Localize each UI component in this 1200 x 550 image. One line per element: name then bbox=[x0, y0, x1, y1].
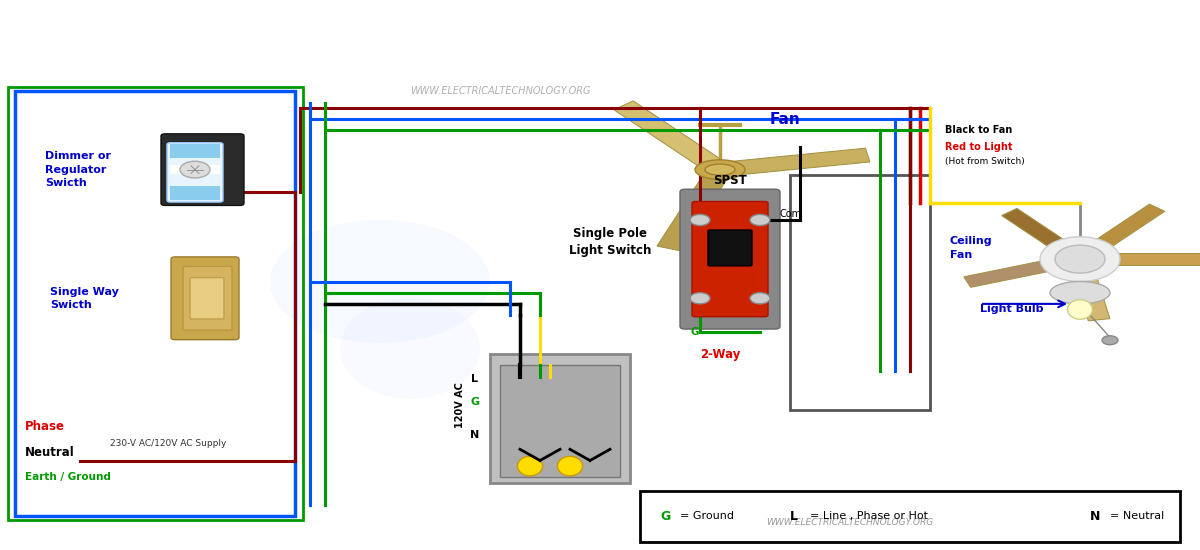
FancyBboxPatch shape bbox=[172, 257, 239, 340]
Bar bbox=[790, 175, 930, 410]
Bar bbox=[170, 186, 220, 200]
Ellipse shape bbox=[695, 160, 745, 179]
Bar bbox=[640, 491, 1180, 542]
Text: SPST: SPST bbox=[713, 174, 746, 188]
Text: (Hot from Switch): (Hot from Switch) bbox=[946, 157, 1025, 166]
Circle shape bbox=[1055, 245, 1105, 273]
Circle shape bbox=[750, 293, 770, 304]
Text: Earth / Ground: Earth / Ground bbox=[25, 472, 110, 482]
Bar bbox=[490, 354, 630, 483]
Text: Phase: Phase bbox=[25, 420, 65, 433]
Bar bbox=[500, 365, 620, 477]
FancyBboxPatch shape bbox=[167, 143, 223, 202]
Text: How to Wire a Ceiling Fan & Control using Light & Dimmer Switches? IEC & NEC: How to Wire a Ceiling Fan & Control usin… bbox=[88, 18, 1112, 40]
Text: 2-Way: 2-Way bbox=[700, 348, 740, 361]
Polygon shape bbox=[964, 254, 1084, 287]
FancyBboxPatch shape bbox=[680, 189, 780, 329]
FancyBboxPatch shape bbox=[708, 230, 752, 266]
FancyBboxPatch shape bbox=[182, 266, 232, 330]
Text: L: L bbox=[790, 510, 798, 523]
FancyBboxPatch shape bbox=[692, 201, 768, 317]
Ellipse shape bbox=[270, 220, 490, 343]
Circle shape bbox=[750, 214, 770, 225]
Ellipse shape bbox=[517, 456, 542, 476]
Polygon shape bbox=[614, 101, 730, 174]
Ellipse shape bbox=[340, 298, 480, 399]
Bar bbox=[170, 165, 220, 174]
Text: Single Way
Swicth: Single Way Swicth bbox=[50, 287, 119, 310]
Text: 230-V AC/120V AC Supply: 230-V AC/120V AC Supply bbox=[110, 439, 227, 448]
Text: Fan: Fan bbox=[770, 112, 800, 127]
Text: = Neutral: = Neutral bbox=[1110, 512, 1164, 521]
Text: Red to Light: Red to Light bbox=[946, 142, 1013, 152]
Text: = Ground: = Ground bbox=[680, 512, 734, 521]
Polygon shape bbox=[718, 148, 870, 177]
Circle shape bbox=[1040, 236, 1120, 282]
Circle shape bbox=[690, 214, 710, 225]
Text: G: G bbox=[470, 397, 480, 406]
Polygon shape bbox=[1080, 253, 1200, 265]
Text: Com: Com bbox=[780, 210, 802, 219]
Text: G: G bbox=[660, 510, 671, 523]
Text: Single Pole
Light Switch: Single Pole Light Switch bbox=[569, 227, 652, 257]
Text: Neutral: Neutral bbox=[25, 446, 74, 459]
Bar bbox=[170, 145, 220, 158]
Text: = Line , Phase or Hot: = Line , Phase or Hot bbox=[810, 512, 928, 521]
Text: G: G bbox=[691, 327, 700, 337]
FancyBboxPatch shape bbox=[190, 278, 224, 319]
FancyBboxPatch shape bbox=[161, 134, 244, 206]
Text: WWW.ELECTRICALTECHNOLOGY.ORG: WWW.ELECTRICALTECHNOLOGY.ORG bbox=[767, 518, 934, 526]
Bar bbox=[14, 91, 295, 516]
Circle shape bbox=[690, 293, 710, 304]
Ellipse shape bbox=[1068, 300, 1092, 319]
Text: N: N bbox=[470, 430, 480, 440]
Ellipse shape bbox=[1050, 282, 1110, 304]
Text: L: L bbox=[472, 374, 479, 384]
Ellipse shape bbox=[558, 456, 582, 476]
Text: WWW.ELECTRICALTECHNOLOGY.ORG: WWW.ELECTRICALTECHNOLOGY.ORG bbox=[409, 86, 590, 96]
Text: Black to Fan: Black to Fan bbox=[946, 125, 1013, 135]
Polygon shape bbox=[1073, 204, 1165, 263]
Text: N: N bbox=[1090, 510, 1100, 523]
Bar bbox=[8, 87, 302, 520]
Circle shape bbox=[1102, 336, 1118, 345]
Ellipse shape bbox=[706, 164, 734, 175]
Text: Ceiling
Fan: Ceiling Fan bbox=[950, 236, 992, 260]
Text: Light Bulb: Light Bulb bbox=[980, 305, 1044, 315]
Polygon shape bbox=[656, 167, 732, 251]
Circle shape bbox=[180, 161, 210, 178]
Text: 120V AC: 120V AC bbox=[455, 382, 466, 427]
Polygon shape bbox=[1002, 208, 1087, 263]
Text: Dimmer or
Regulator
Swicth: Dimmer or Regulator Swicth bbox=[46, 151, 112, 188]
Polygon shape bbox=[1069, 258, 1110, 321]
